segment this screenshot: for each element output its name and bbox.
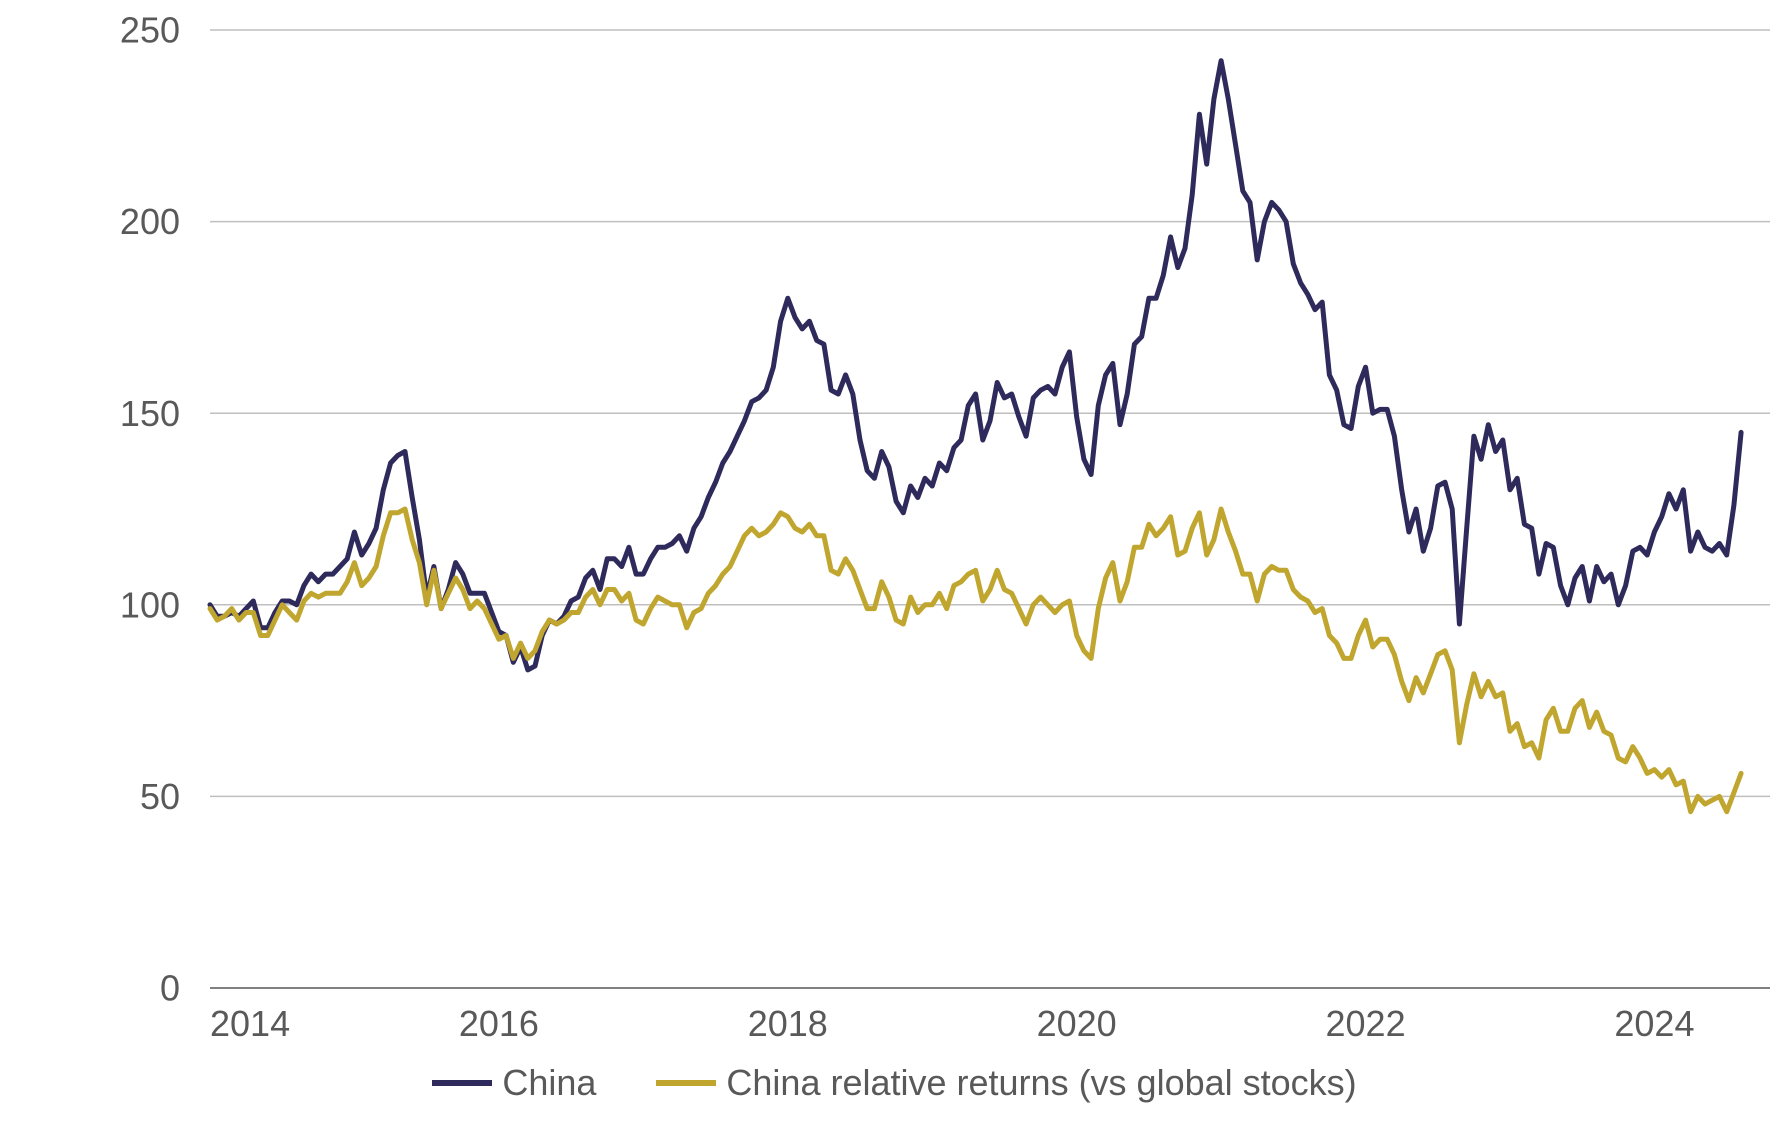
x-tick-label: 2014 xyxy=(210,1003,290,1044)
legend-label: China xyxy=(502,1062,596,1104)
x-tick-label: 2024 xyxy=(1614,1003,1694,1044)
legend-swatch xyxy=(432,1080,492,1086)
series-relative xyxy=(210,509,1741,812)
legend-item: China relative returns (vs global stocks… xyxy=(656,1062,1356,1104)
y-tick-label: 50 xyxy=(140,776,180,817)
x-tick-label: 2018 xyxy=(748,1003,828,1044)
x-tick-label: 2016 xyxy=(459,1003,539,1044)
x-tick-label: 2022 xyxy=(1326,1003,1406,1044)
legend-item: China xyxy=(432,1062,596,1104)
y-tick-label: 150 xyxy=(120,393,180,434)
legend: China China relative returns (vs global s… xyxy=(0,1062,1789,1104)
y-tick-label: 0 xyxy=(160,968,180,1009)
legend-label: China relative returns (vs global stocks… xyxy=(726,1062,1356,1104)
legend-swatch xyxy=(656,1080,716,1086)
y-tick-label: 200 xyxy=(120,201,180,242)
y-tick-label: 250 xyxy=(120,10,180,51)
chart-canvas: 0 50 100 150 200 250 2014 2016 2018 2020 2022 2024 xyxy=(0,0,1789,1122)
y-tick-label: 100 xyxy=(120,584,180,625)
line-chart: 050100150200250201420162018202020222024 … xyxy=(0,0,1789,1122)
x-tick-label: 2020 xyxy=(1037,1003,1117,1044)
